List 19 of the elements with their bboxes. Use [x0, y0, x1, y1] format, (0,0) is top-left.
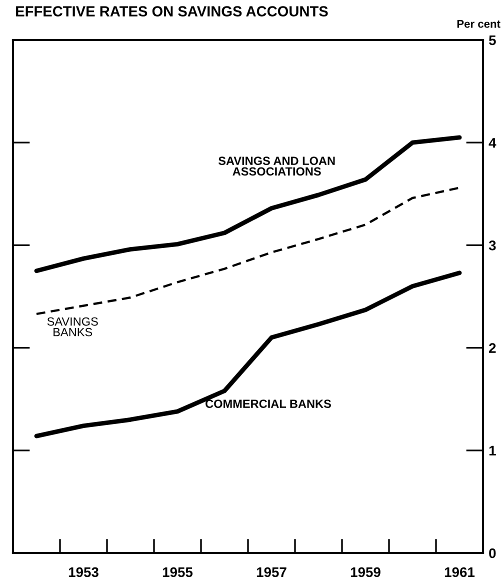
line-series: [34, 270, 462, 438]
y-tick-label: 4: [488, 138, 496, 148]
y-tick-label: 3: [488, 240, 496, 250]
series-label: SAVINGS AND LOAN ASSOCIATIONS: [218, 156, 335, 176]
y-axis-title: Per cent: [457, 20, 500, 28]
line-series: [35, 186, 461, 316]
line-series: [34, 135, 462, 274]
x-tick-label: 1959: [350, 567, 380, 577]
series-label: SAVINGS BANKS: [47, 317, 98, 336]
x-tick-label: 1953: [68, 567, 98, 577]
x-tick-label: 1955: [162, 567, 193, 577]
chart-title: EFFECTIVE RATES ON SAVINGS ACCOUNTS: [16, 6, 328, 16]
x-tick-label: 1961: [444, 567, 475, 577]
y-tick-label: 5: [488, 35, 496, 46]
x-tick-label: 1957: [256, 567, 286, 577]
series-label: COMMERCIAL BANKS: [206, 400, 331, 408]
y-tick-label: 1: [489, 446, 496, 456]
y-tick-label: 2: [489, 343, 496, 353]
y-tick-label: 0: [489, 548, 496, 558]
